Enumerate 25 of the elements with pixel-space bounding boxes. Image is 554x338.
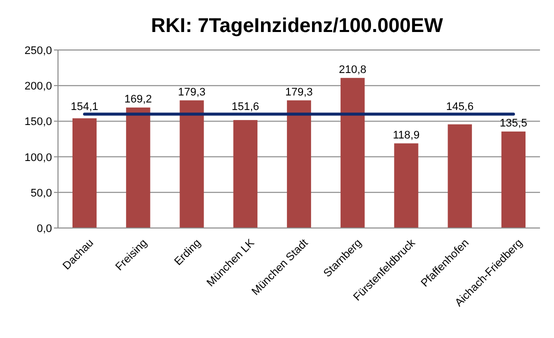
- data-label: 179,3: [178, 86, 206, 98]
- data-label: 151,6: [232, 101, 260, 114]
- bar: [180, 100, 204, 228]
- y-tick-label: 50,0: [30, 187, 52, 200]
- data-label: 118,9: [392, 129, 420, 142]
- y-tick-label: 0,0: [36, 223, 52, 235]
- data-label: 145,6: [446, 101, 474, 114]
- y-tick-label: 100,0: [24, 152, 52, 164]
- bar: [394, 143, 418, 228]
- data-label: 154,1: [70, 101, 98, 114]
- data-label: 169,2: [124, 94, 152, 106]
- bar: [340, 78, 365, 228]
- chart-title: RKI: 7TageInzidenz/100.000EW: [151, 15, 444, 37]
- y-tick-label: 250,0: [24, 45, 52, 57]
- y-tick-label: 150,0: [24, 116, 52, 128]
- bar: [126, 108, 150, 228]
- bar: [501, 132, 526, 228]
- data-label: 179,3: [285, 86, 313, 98]
- bar: [72, 118, 97, 228]
- data-label: 210,8: [338, 64, 366, 76]
- data-label: 135,5: [500, 118, 528, 130]
- bar: [286, 100, 312, 228]
- bar: [448, 124, 472, 228]
- y-tick-label: 200,0: [24, 80, 52, 93]
- bar: [233, 120, 258, 228]
